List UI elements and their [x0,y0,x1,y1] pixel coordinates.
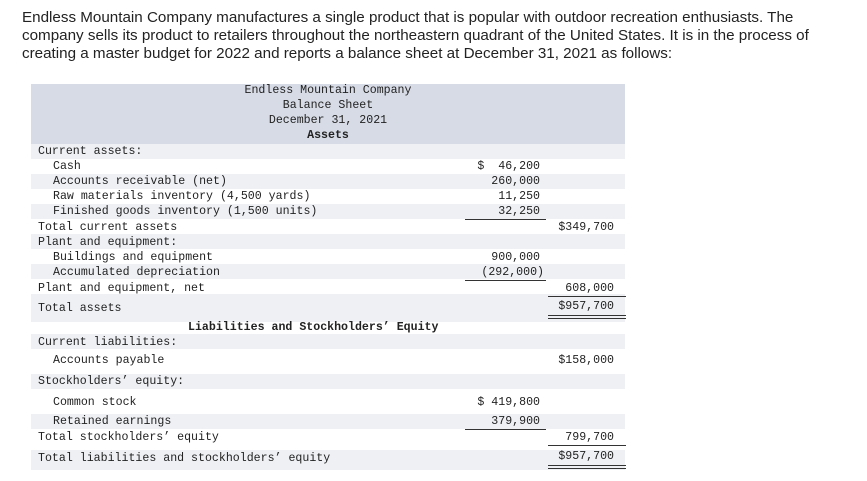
row-shade [31,334,625,349]
current-liabilities-label: Current liabilities: [38,336,178,349]
buildings-label: Buildings and equipment [53,251,214,264]
accounts-receivable-value: 260,000 [491,175,540,188]
accounts-payable-value: $158,000 [558,354,614,367]
total-equity-label: Total stockholders’ equity [38,431,219,444]
depreciation-label: Accumulated depreciation [53,266,220,279]
plant-net-label: Plant and equipment, net [38,282,205,295]
balance-sheet-header [31,84,625,144]
company-name: Endless Mountain Company [244,84,412,97]
accounts-payable-label: Accounts payable [53,354,165,367]
row-shade [31,174,625,189]
plant-net-value: 608,000 [565,282,614,295]
row-shade [31,294,625,322]
common-stock-label: Common stock [53,396,137,409]
underline [465,280,546,281]
plant-equipment-label: Plant and equipment: [38,236,178,249]
cash-label: Cash [53,160,81,173]
assets-heading: Assets [307,129,349,142]
total-current-assets-label: Total current assets [38,221,178,234]
row-shade [31,374,625,389]
raw-materials-label: Raw materials inventory (4,500 yards) [53,190,311,203]
row-shade [31,414,625,429]
sheet-date: December 31, 2021 [268,114,388,127]
current-assets-label: Current assets: [38,145,143,158]
retained-earnings-label: Retained earnings [53,415,172,428]
underline [465,429,546,430]
total-current-assets-value: $349,700 [558,221,614,234]
row-shade [31,144,625,159]
finished-goods-value: 32,250 [498,205,540,218]
accounts-receivable-label: Accounts receivable (net) [53,175,227,188]
raw-materials-value: 11,250 [498,190,540,203]
row-shade [31,234,625,249]
total-liab-equity-label: Total liabilities and stockholders’ equi… [38,452,331,465]
double-underline [548,465,626,469]
total-assets-label: Total assets [38,302,122,315]
stockholders-equity-label: Stockholders’ equity: [38,375,185,388]
balance-sheet: Endless Mountain Company Balance Sheet D… [31,84,626,472]
retained-earnings-value: 379,900 [491,415,540,428]
total-equity-value: 799,700 [565,431,614,444]
intro-paragraph: Endless Mountain Company manufactures a … [22,9,809,62]
liabilities-heading: Liabilities and Stockholders’ Equity [188,321,439,334]
double-underline [548,315,626,319]
buildings-value: 900,000 [491,251,540,264]
row-shade [31,264,625,279]
common-stock-value: $ 419,800 [477,396,540,409]
total-assets-value: $957,700 [558,300,614,313]
underline [465,219,546,220]
underline [548,296,626,297]
row-shade [31,204,625,219]
cash-value: $ 46,200 [477,160,540,173]
row-shade [31,450,625,470]
sheet-title: Balance Sheet [282,99,374,112]
finished-goods-label: Finished goods inventory (1,500 units) [53,205,318,218]
total-liab-equity-value: $957,700 [558,450,614,463]
depreciation-value: (292,000) [481,266,544,279]
underline [548,445,626,446]
